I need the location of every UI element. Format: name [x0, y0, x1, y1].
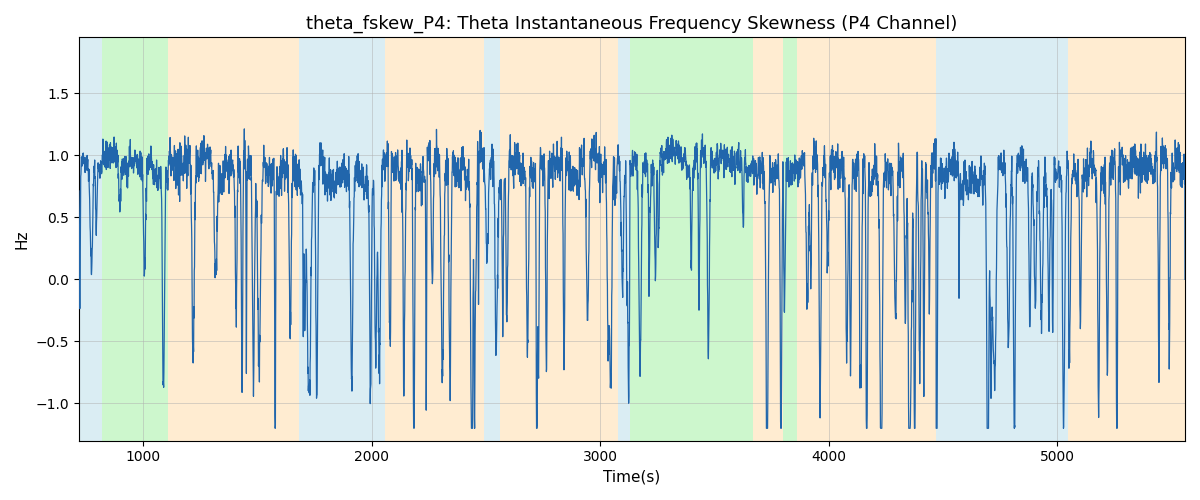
Y-axis label: Hz: Hz: [14, 230, 30, 249]
Bar: [782, 38, 797, 440]
X-axis label: Time(s): Time(s): [604, 470, 660, 485]
Bar: [618, 38, 630, 440]
Bar: [1068, 38, 1186, 440]
Bar: [168, 38, 299, 440]
Bar: [299, 38, 385, 440]
Bar: [797, 38, 936, 440]
Bar: [79, 38, 102, 440]
Bar: [102, 38, 168, 440]
Bar: [630, 38, 754, 440]
Title: theta_fskew_P4: Theta Instantaneous Frequency Skewness (P4 Channel): theta_fskew_P4: Theta Instantaneous Freq…: [306, 15, 958, 34]
Bar: [754, 38, 782, 440]
Bar: [385, 38, 484, 440]
Bar: [484, 38, 499, 440]
Bar: [499, 38, 618, 440]
Bar: [936, 38, 1068, 440]
